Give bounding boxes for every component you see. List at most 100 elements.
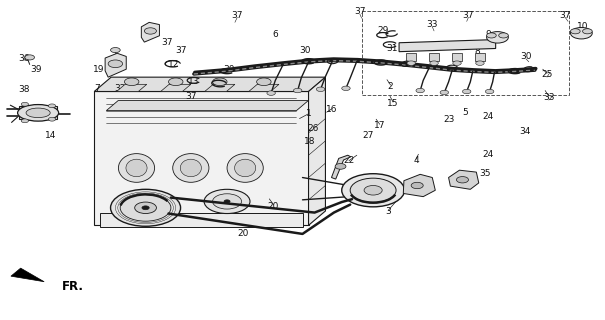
Text: 37: 37 bbox=[354, 7, 365, 16]
Text: 23: 23 bbox=[443, 115, 454, 124]
Circle shape bbox=[440, 90, 448, 95]
Polygon shape bbox=[100, 212, 302, 227]
Ellipse shape bbox=[18, 105, 59, 121]
Text: 17: 17 bbox=[374, 121, 385, 130]
Text: 2: 2 bbox=[388, 82, 393, 91]
Text: 22: 22 bbox=[344, 156, 355, 165]
Text: 21: 21 bbox=[24, 114, 35, 123]
Circle shape bbox=[342, 86, 350, 91]
Circle shape bbox=[583, 29, 592, 34]
Circle shape bbox=[430, 61, 438, 65]
Circle shape bbox=[224, 200, 230, 203]
Ellipse shape bbox=[119, 154, 155, 182]
Text: 30: 30 bbox=[299, 45, 311, 55]
Circle shape bbox=[145, 28, 157, 34]
Circle shape bbox=[486, 33, 496, 38]
Polygon shape bbox=[399, 40, 495, 52]
Circle shape bbox=[21, 102, 28, 106]
Polygon shape bbox=[404, 174, 435, 197]
Ellipse shape bbox=[235, 159, 256, 177]
Polygon shape bbox=[204, 84, 235, 92]
Text: 10: 10 bbox=[577, 22, 589, 31]
Polygon shape bbox=[11, 268, 44, 282]
Circle shape bbox=[135, 202, 157, 213]
Circle shape bbox=[485, 89, 494, 94]
Polygon shape bbox=[94, 92, 309, 225]
Polygon shape bbox=[161, 84, 191, 92]
Text: 27: 27 bbox=[362, 131, 373, 140]
Circle shape bbox=[142, 206, 149, 210]
Ellipse shape bbox=[180, 159, 201, 177]
Polygon shape bbox=[332, 155, 351, 179]
Text: 25: 25 bbox=[541, 70, 552, 79]
Text: 13: 13 bbox=[188, 77, 200, 86]
Circle shape bbox=[108, 60, 123, 68]
Text: 37: 37 bbox=[185, 92, 197, 101]
Text: 11: 11 bbox=[145, 28, 156, 37]
Polygon shape bbox=[106, 100, 309, 111]
Ellipse shape bbox=[26, 108, 50, 118]
Circle shape bbox=[111, 189, 180, 226]
Circle shape bbox=[456, 177, 468, 183]
Circle shape bbox=[212, 194, 241, 209]
Polygon shape bbox=[249, 84, 279, 92]
Polygon shape bbox=[19, 107, 57, 119]
Circle shape bbox=[411, 182, 424, 189]
Text: 37: 37 bbox=[162, 38, 173, 47]
Text: 1: 1 bbox=[306, 109, 312, 118]
Text: 12: 12 bbox=[168, 60, 179, 69]
Circle shape bbox=[350, 178, 396, 202]
Circle shape bbox=[453, 61, 461, 65]
Circle shape bbox=[48, 104, 56, 108]
Text: 20: 20 bbox=[238, 229, 249, 238]
Text: 30: 30 bbox=[223, 65, 235, 74]
Circle shape bbox=[212, 78, 227, 86]
Text: 33: 33 bbox=[543, 93, 555, 102]
Polygon shape bbox=[117, 84, 147, 92]
Ellipse shape bbox=[227, 154, 263, 182]
Circle shape bbox=[169, 78, 183, 86]
Polygon shape bbox=[94, 77, 325, 92]
Text: 16: 16 bbox=[325, 105, 337, 114]
Text: 37: 37 bbox=[175, 45, 186, 55]
Circle shape bbox=[267, 91, 275, 95]
Circle shape bbox=[571, 28, 592, 39]
Text: 29: 29 bbox=[377, 27, 388, 36]
Circle shape bbox=[125, 78, 139, 86]
Circle shape bbox=[416, 88, 425, 93]
Circle shape bbox=[120, 195, 171, 221]
Text: 5: 5 bbox=[463, 108, 468, 117]
Text: 24: 24 bbox=[483, 150, 494, 159]
Text: 26: 26 bbox=[308, 124, 319, 133]
Circle shape bbox=[499, 33, 508, 38]
Text: 37: 37 bbox=[559, 11, 571, 20]
Bar bbox=[475, 52, 485, 60]
Polygon shape bbox=[448, 170, 479, 189]
Text: 35: 35 bbox=[479, 169, 491, 178]
Text: 38: 38 bbox=[18, 85, 30, 94]
Bar bbox=[452, 52, 462, 60]
Circle shape bbox=[370, 188, 377, 192]
Text: 34: 34 bbox=[519, 127, 531, 136]
Text: 7: 7 bbox=[94, 84, 100, 93]
Text: 37: 37 bbox=[232, 11, 243, 20]
Text: 8: 8 bbox=[475, 47, 480, 56]
Text: 15: 15 bbox=[387, 99, 399, 108]
Text: 24: 24 bbox=[483, 112, 494, 121]
Circle shape bbox=[571, 29, 580, 34]
Text: 6: 6 bbox=[272, 30, 278, 39]
Circle shape bbox=[335, 164, 346, 169]
Circle shape bbox=[293, 88, 302, 93]
Bar bbox=[430, 52, 439, 60]
Text: 28: 28 bbox=[217, 81, 228, 90]
Text: FR.: FR. bbox=[62, 280, 84, 293]
Text: 20: 20 bbox=[268, 202, 280, 211]
Circle shape bbox=[111, 48, 120, 52]
Polygon shape bbox=[142, 22, 160, 42]
Circle shape bbox=[462, 89, 471, 94]
Circle shape bbox=[364, 186, 382, 195]
Circle shape bbox=[48, 117, 56, 121]
Text: 32: 32 bbox=[114, 84, 125, 93]
Text: 3: 3 bbox=[385, 207, 391, 216]
Polygon shape bbox=[309, 77, 325, 225]
